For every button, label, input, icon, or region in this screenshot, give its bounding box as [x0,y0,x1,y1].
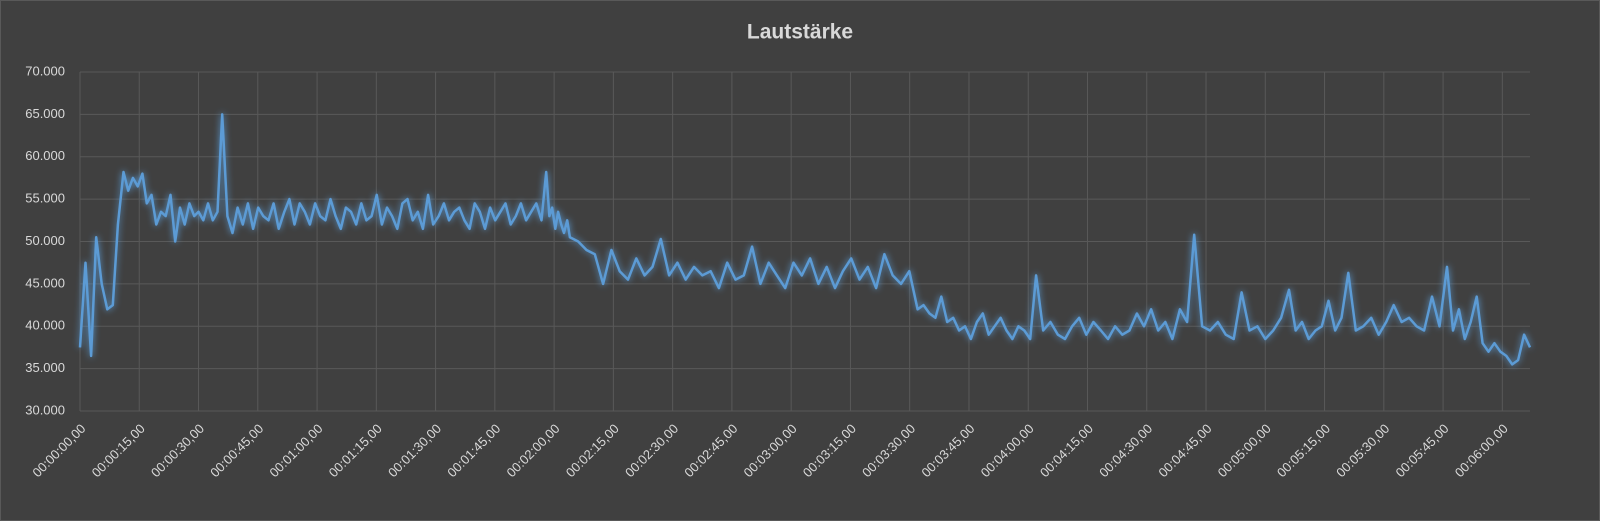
y-tick-label: 45.000 [25,275,65,290]
y-tick-label: 40.000 [25,318,65,333]
y-tick-label: 65.000 [25,106,65,121]
y-tick-label: 35.000 [25,360,65,375]
y-tick-label: 50.000 [25,233,65,248]
chart-title: Lautstärke [747,21,853,44]
y-tick-label: 55.000 [25,191,65,206]
data-line [78,113,1532,366]
y-tick-label: 70.000 [25,63,65,78]
y-tick-label: 60.000 [25,148,65,163]
y-tick-label: 30.000 [25,402,65,417]
